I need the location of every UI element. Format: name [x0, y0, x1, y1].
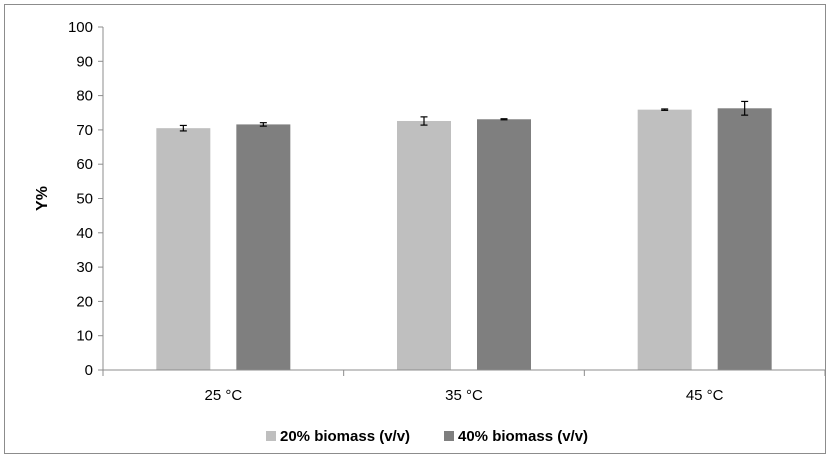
bar-20pct-0 [156, 128, 211, 370]
legend-label: 40% biomass (v/v) [458, 428, 588, 445]
x-tick-label: 45 °C [686, 387, 724, 404]
bar-20pct-2 [637, 109, 692, 371]
y-tick-label: 10 [76, 328, 93, 345]
legend-item: 40% biomass (v/v) [444, 428, 588, 445]
y-tick-label: 90 [76, 53, 93, 70]
y-axis-ticks: 0 10 20 30 40 50 60 70 80 90 100 [68, 19, 103, 379]
y-tick-label: 70 [76, 122, 93, 139]
y-tick-label: 0 [85, 362, 93, 379]
y-tick-label: 60 [76, 156, 93, 173]
error-bar [259, 122, 267, 127]
error-bar [741, 100, 749, 116]
error-bar [179, 124, 187, 132]
legend-item: 20% biomass (v/v) [266, 428, 410, 445]
legend-swatch [266, 431, 276, 441]
bar-40pct-0 [236, 124, 291, 370]
error-bar [420, 116, 428, 126]
legend: 20% biomass (v/v) 40% biomass (v/v) [266, 428, 588, 445]
y-tick-label: 20 [76, 293, 93, 310]
error-bars [179, 100, 749, 132]
legend-label: 20% biomass (v/v) [280, 428, 410, 445]
y-axis-title: Y% [34, 186, 51, 211]
x-axis-ticks: 25 °C 35 °C 45 °C [102, 370, 826, 404]
bars [156, 108, 772, 371]
bar-40pct-2 [717, 108, 772, 370]
bar-20pct-1 [397, 120, 451, 371]
error-bar [661, 108, 669, 111]
y-tick-label: 100 [68, 19, 93, 36]
error-bar [500, 118, 508, 121]
y-tick-label: 40 [76, 225, 93, 242]
x-tick-label: 35 °C [445, 387, 483, 404]
y-tick-label: 80 [76, 88, 93, 105]
y-tick-label: 50 [76, 191, 93, 208]
legend-swatch [444, 431, 454, 441]
x-tick-label: 25 °C [204, 387, 242, 404]
bar-40pct-1 [477, 119, 531, 370]
y-tick-label: 30 [76, 259, 93, 276]
